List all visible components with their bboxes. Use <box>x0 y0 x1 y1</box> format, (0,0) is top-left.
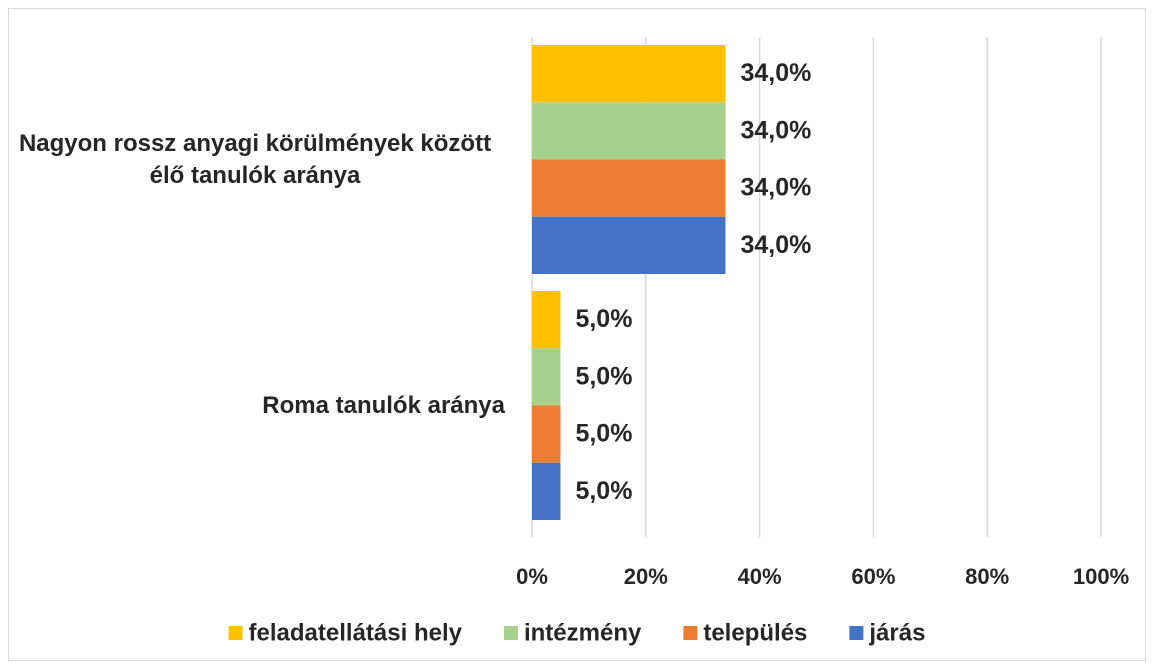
data-label: 5,0% <box>575 477 632 505</box>
x-tick-label: 80% <box>965 564 1009 589</box>
bar <box>532 291 561 349</box>
data-label: 5,0% <box>575 420 632 448</box>
bar <box>532 45 726 103</box>
category-text: Nagyon rossz anyagi körülmények között é… <box>18 129 492 189</box>
legend-label: település <box>703 619 807 646</box>
x-tick-label: 20% <box>624 564 668 589</box>
legend-swatch <box>683 626 698 640</box>
data-label: 34,0% <box>740 59 811 87</box>
data-label: 5,0% <box>575 305 632 333</box>
data-label: 5,0% <box>575 362 632 390</box>
category-text: Roma tanulók aránya <box>262 391 505 419</box>
bar <box>532 102 726 160</box>
data-label: 34,0% <box>740 231 811 259</box>
legend-swatch <box>849 626 864 640</box>
legend-swatch <box>503 626 518 640</box>
x-tick-label: 100% <box>1073 564 1129 589</box>
legend-label: járás <box>868 619 925 646</box>
category-label: Nagyon rossz anyagi körülmények között é… <box>5 128 505 192</box>
x-tick-label: 60% <box>851 564 895 589</box>
bar <box>532 216 726 274</box>
x-tick-label: 0% <box>516 564 548 589</box>
legend-label: intézmény <box>524 619 642 646</box>
category-label: Roma tanulók aránya <box>5 390 505 422</box>
x-tick-label: 40% <box>738 564 782 589</box>
bar <box>532 159 726 217</box>
bar <box>532 462 561 520</box>
data-label: 34,0% <box>740 116 811 144</box>
legend-label: feladatellátási hely <box>249 619 463 646</box>
bar <box>532 405 561 463</box>
data-label: 34,0% <box>740 174 811 202</box>
legend-swatch <box>228 626 243 640</box>
bar <box>532 348 561 406</box>
